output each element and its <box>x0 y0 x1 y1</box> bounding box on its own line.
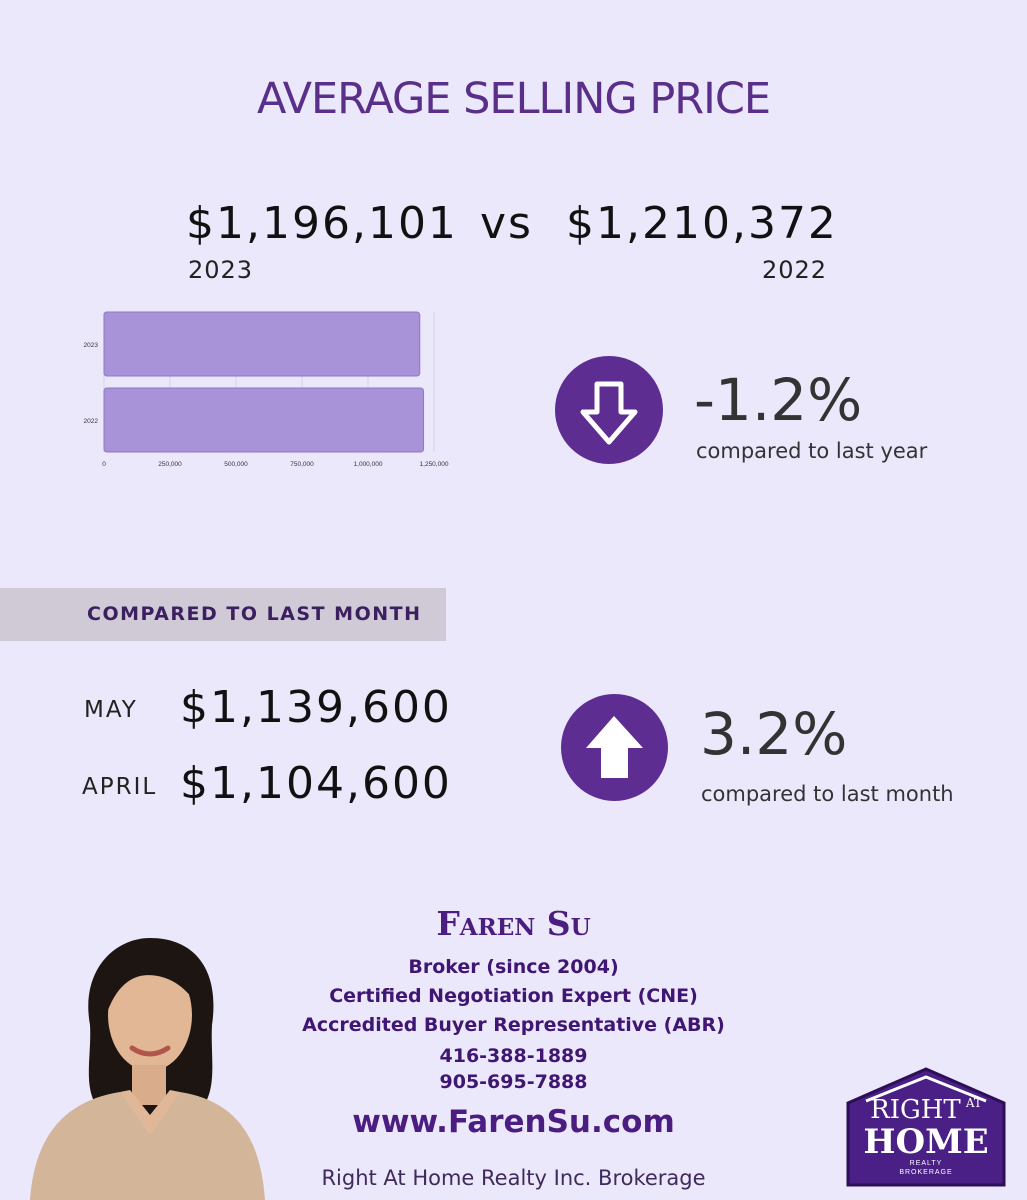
agent-title-cne: Certified Negotiation Expert (CNE) <box>329 985 698 1007</box>
chart-x-tick-label: 1,000,000 <box>354 461 383 468</box>
logo-home-text: HOME <box>863 1122 989 1162</box>
down-arrow-circle <box>555 356 663 464</box>
chart-category-label: 2023 <box>84 342 99 349</box>
arrow-up-icon <box>586 716 643 778</box>
chart-bar-2022 <box>103 387 425 453</box>
chart-x-tick-label: 1,250,000 <box>420 461 449 468</box>
monthly-banner-text: COMPARED TO LAST MONTH <box>87 603 422 625</box>
yearly-change-caption: compared to last year <box>696 439 928 463</box>
logo-right-text: RIGHT <box>870 1095 961 1125</box>
agent-website-link[interactable]: www.FarenSu.com <box>352 1104 675 1140</box>
price-bar-chart: 0 250,000 500,000 750,000 1,000,000 1,250,000… <box>84 311 449 468</box>
arrow-down-icon <box>580 381 638 445</box>
month-april-price: $1,104,600 <box>180 758 452 809</box>
price-2023: $1,196,101 <box>186 198 458 249</box>
agent-title-broker: Broker (since 2004) <box>408 956 619 978</box>
up-arrow-circle <box>561 694 668 801</box>
month-may-price: $1,139,600 <box>180 682 452 733</box>
logo-realty-text: REALTY <box>909 1160 943 1167</box>
price-2022: $1,210,372 <box>566 198 838 249</box>
chart-x-tick-label: 250,000 <box>158 461 182 468</box>
agent-phone-2[interactable]: 905-695-7888 <box>439 1071 588 1093</box>
logo-at-text: AT <box>965 1096 982 1110</box>
yearly-change-percent: -1.2% <box>694 366 863 434</box>
agent-phone-1[interactable]: 416-388-1889 <box>439 1045 588 1067</box>
chart-category-label: 2022 <box>84 418 99 425</box>
monthly-change-percent: 3.2% <box>700 700 848 768</box>
month-april-label: APRIL <box>82 774 158 800</box>
chart-bar-2023 <box>103 311 421 377</box>
year-2023-label: 2023 <box>188 256 254 284</box>
house-icon <box>846 1067 1006 1187</box>
vs-label: vs <box>480 198 533 249</box>
monthly-change-caption: compared to last month <box>701 782 954 806</box>
monthly-banner <box>0 588 446 641</box>
agent-title-abr: Accredited Buyer Representative (ABR) <box>302 1014 725 1036</box>
agent-name: Faren Su <box>436 904 591 943</box>
year-2022-label: 2022 <box>762 256 828 284</box>
chart-x-tick-label: 750,000 <box>290 461 314 468</box>
chart-x-tick-label: 500,000 <box>224 461 248 468</box>
right-at-home-logo: RIGHT AT HOME REALTY BROKERAGE <box>842 1063 1010 1191</box>
agent-photo <box>30 938 265 1200</box>
brokerage-name: Right At Home Realty Inc. Brokerage <box>321 1166 706 1190</box>
logo-brokerage-text: BROKERAGE <box>899 1169 953 1176</box>
chart-x-tick-label: 0 <box>102 461 106 468</box>
month-may-label: MAY <box>84 697 138 723</box>
page-title: AVERAGE SELLING PRICE <box>256 74 771 124</box>
